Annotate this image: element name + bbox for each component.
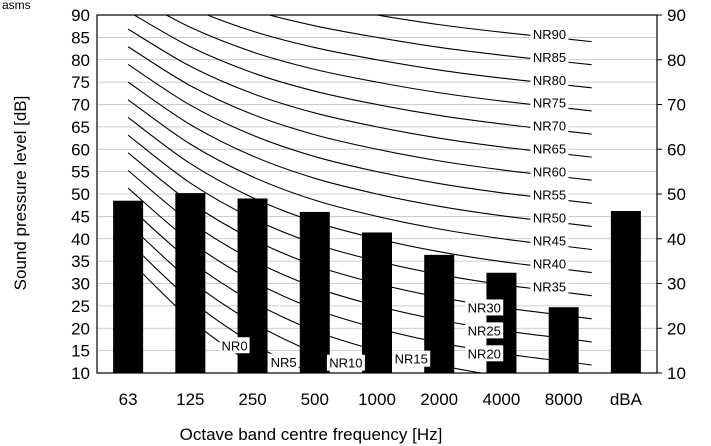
nr-label: NR55: [533, 188, 566, 203]
x-tick-label: 8000: [545, 390, 583, 409]
x-tick-label: 500: [301, 390, 329, 409]
x-axis-title: Octave band centre frequency [Hz]: [180, 425, 443, 444]
y-tick-label-right: 40: [667, 230, 686, 249]
y-tick-label-right: 30: [667, 275, 686, 294]
bar: [299, 211, 330, 373]
x-tick-label: 2000: [420, 390, 458, 409]
y-tick-label-right: 70: [667, 96, 686, 115]
nr-label-box: [530, 255, 569, 272]
bar: [610, 211, 641, 373]
y-tick-label: 30: [71, 275, 90, 294]
y-tick-label-right: 10: [667, 364, 686, 383]
nr-label: NR10: [329, 356, 362, 371]
nr-curve: [373, 15, 592, 43]
y-tick-label-right: 90: [667, 6, 686, 25]
nr-label-box: [530, 163, 569, 180]
nr-label: NR60: [533, 165, 566, 180]
bar: [548, 307, 579, 373]
nr-curve: [205, 15, 592, 89]
nr-label: NR65: [533, 142, 566, 157]
nr-curve: [127, 63, 592, 204]
nr-label-box: [530, 186, 569, 203]
nr-label: NR30: [468, 300, 501, 315]
x-tick-label: 4000: [483, 390, 521, 409]
nr-label-box: [530, 232, 569, 249]
y-tick-label: 45: [71, 207, 90, 226]
nr-curve: [127, 46, 592, 181]
nr-label-box: [530, 117, 569, 134]
nr-label-box: [530, 25, 569, 42]
nr-labels: NR0 NR5 NR10 NR15 NR20 NR25 NR30 NR35 NR40 NR45 NR…: [219, 25, 569, 371]
nr-label-box: [530, 71, 569, 88]
y-tick-label: 80: [71, 51, 90, 70]
y-ticks-right: 10 20 30 40 50 60 70 80 90: [657, 6, 686, 383]
y-tick-label: 40: [71, 230, 90, 249]
nr-label: NR75: [533, 96, 566, 111]
nr-label-box: [530, 48, 569, 65]
y-tick-label: 90: [71, 6, 90, 25]
y-tick-label-right: 20: [667, 319, 686, 338]
nr-label-box: [530, 209, 569, 226]
y-tick-label: 60: [71, 140, 90, 159]
nr-label: NR85: [533, 50, 566, 65]
nr-label-box: [465, 299, 504, 316]
nr-label: NR20: [468, 346, 501, 361]
nr-label: NR40: [533, 256, 566, 271]
nr-label: NR5: [271, 355, 297, 370]
x-tick-label: 1000: [358, 390, 396, 409]
nr-label: NR70: [533, 119, 566, 134]
nr-curve: [267, 15, 592, 66]
y-tick-label: 85: [71, 28, 90, 47]
y-tick-label: 70: [71, 96, 90, 115]
header-fragment: asms: [2, 0, 31, 12]
nr-curve: [127, 28, 592, 158]
nr-label-box: [465, 322, 504, 339]
x-tick-label: 250: [238, 390, 266, 409]
y-ticks-left: 10 15 20 25 30 35 40 45 50 55 60 65 70 75 80 85 90: [71, 6, 90, 383]
y-tick-label: 65: [71, 118, 90, 137]
nr-label-box: [268, 353, 299, 370]
y-axis-title: Sound pressure level [dB]: [11, 96, 30, 291]
nr-curve: [133, 15, 592, 135]
x-tick-label: dBA: [610, 390, 643, 409]
nr-label: NR50: [533, 211, 566, 226]
y-tick-label-right: 60: [667, 140, 686, 159]
y-tick-label: 50: [71, 185, 90, 204]
y-tick-label-right: 50: [667, 185, 686, 204]
nr-label-box: [530, 140, 569, 157]
nr-label-box: [465, 345, 504, 362]
x-tick-label: 63: [119, 390, 138, 409]
x-tick-label: 125: [176, 390, 204, 409]
nr-label-box: [530, 278, 569, 295]
bar: [362, 232, 392, 373]
y-tick-label: 15: [71, 342, 90, 361]
nr-label-box: [530, 94, 569, 111]
nr-label: NR0: [222, 338, 248, 353]
nr-label: NR25: [468, 323, 501, 338]
nr-label-box: [392, 350, 431, 367]
bar: [175, 193, 206, 373]
y-tick-label: 10: [71, 364, 90, 383]
y-tick-label: 75: [71, 73, 90, 92]
y-tick-label: 25: [71, 297, 90, 316]
nr-label: NR80: [533, 73, 566, 88]
y-tick-label-right: 80: [667, 51, 686, 70]
nr-label: NR35: [533, 279, 566, 294]
bar: [113, 200, 144, 373]
y-tick-label: 35: [71, 252, 90, 271]
x-ticks: 63 125 250 500 1000 2000 4000 8000 dBA: [119, 390, 643, 409]
y-tick-label: 55: [71, 163, 90, 182]
nr-label-box: [326, 354, 365, 371]
nr-label: NR45: [533, 234, 566, 249]
nr-curve: [165, 15, 592, 112]
nr-label-box: [219, 337, 250, 354]
nr-label: NR90: [533, 27, 566, 42]
nr-label: NR15: [395, 352, 428, 367]
y-tick-label: 20: [71, 319, 90, 338]
